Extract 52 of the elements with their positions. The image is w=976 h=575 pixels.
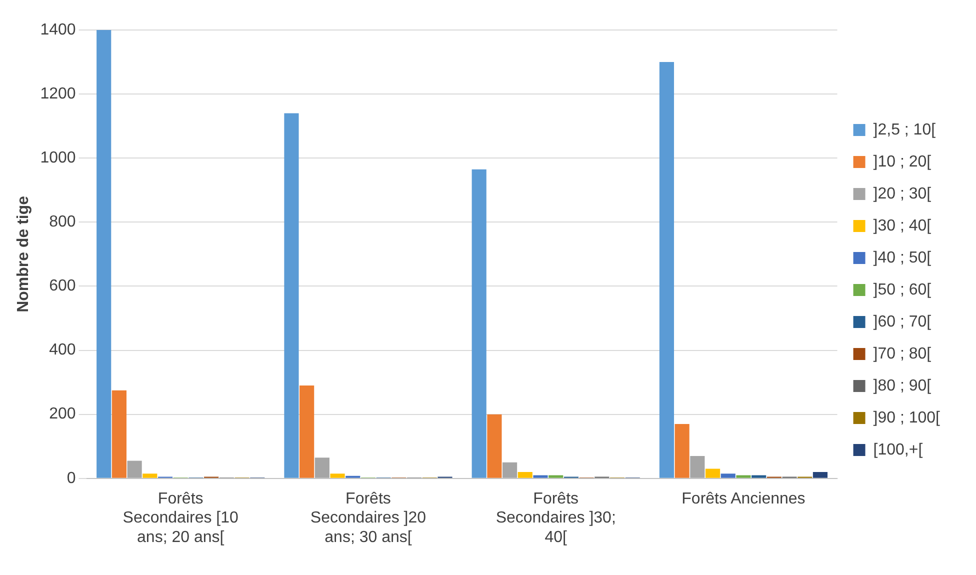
bar: [472, 169, 486, 478]
bar: [674, 424, 690, 478]
y-tick-label: 1400: [40, 21, 76, 38]
bar: [705, 468, 720, 478]
legend-label: ]10 ; 20[: [873, 153, 932, 170]
bar: [112, 390, 126, 478]
y-tick-label: 200: [49, 406, 76, 423]
legend-label: ]40 ; 50[: [873, 249, 932, 266]
y-tick-label: 1000: [40, 150, 76, 167]
legend-label: ]30 ; 40[: [873, 217, 932, 234]
bar: [548, 475, 564, 478]
bar: [720, 474, 736, 478]
legend-label: ]60 ; 70[: [873, 313, 932, 330]
bar: [330, 474, 345, 478]
category-label: Forêts: [533, 490, 579, 508]
category-label: Secondaires ]30;: [496, 510, 616, 527]
bar: [812, 472, 828, 478]
bar: [300, 386, 314, 478]
legend-label: ]20 ; 30[: [873, 185, 932, 202]
bar: [502, 462, 518, 478]
y-tick-label: 800: [49, 214, 76, 231]
legend-label: ]90 ; 100[: [873, 409, 941, 426]
x-tick-label: Forêts Anciennes: [682, 490, 806, 508]
bar: [284, 113, 299, 478]
category-label: 40[: [544, 528, 567, 546]
y-tick-label: 1200: [40, 85, 76, 102]
category-label: ans; 30 ans[: [324, 528, 412, 546]
bar: [487, 414, 502, 478]
category-label: ans; 20 ans[: [137, 528, 224, 546]
y-axis-title: Nombre de tige: [15, 196, 32, 312]
bar: [96, 30, 112, 478]
legend-label: [100,+[: [873, 441, 924, 458]
bar: [142, 474, 158, 478]
bar: [518, 472, 532, 478]
y-tick-label: 0: [66, 470, 76, 487]
bar: [127, 460, 142, 478]
legend-label: ]2,5 ; 10[: [873, 121, 936, 138]
category-label: Forêts: [158, 490, 204, 508]
legend-label: ]70 ; 80[: [873, 345, 932, 362]
legend-label: ]80 ; 90[: [873, 377, 932, 394]
category-label: Secondaires ]20: [310, 510, 426, 527]
bar: [314, 458, 330, 478]
y-tick-label: 600: [49, 278, 76, 295]
bar: [659, 62, 674, 478]
category-label: Forêts: [346, 490, 391, 508]
bar: [752, 475, 766, 478]
category-label: Secondaires [10: [122, 510, 238, 527]
bar: [533, 475, 548, 478]
y-tick-label: 400: [49, 342, 76, 359]
bar: [690, 456, 705, 478]
legend-label: ]50 ; 60[: [873, 281, 932, 298]
bar: [736, 475, 751, 478]
